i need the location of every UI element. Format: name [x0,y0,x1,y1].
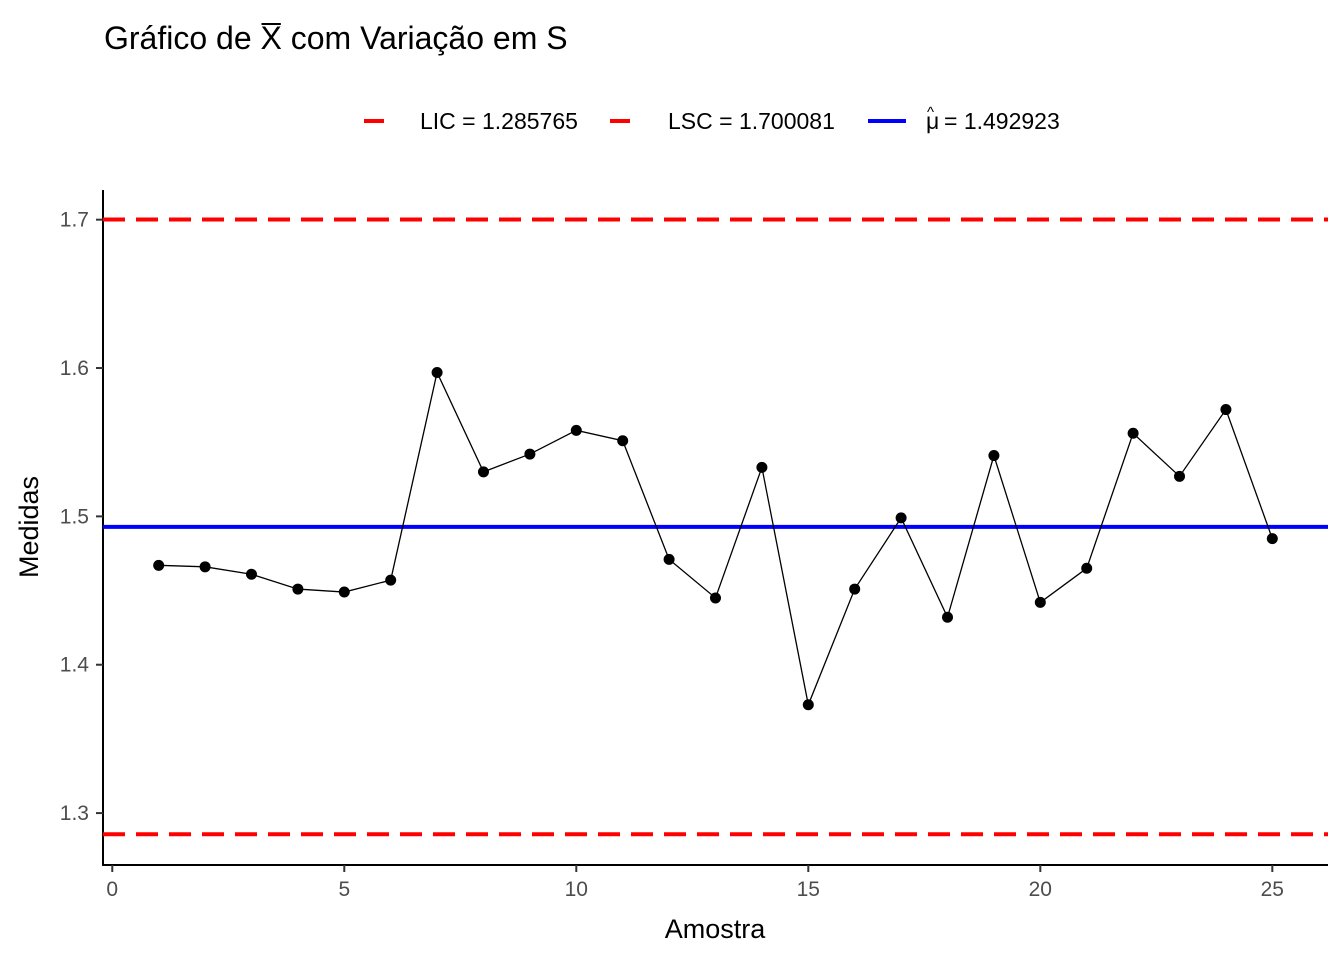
data-point [524,448,536,460]
legend-mu-symbol: μ [926,108,939,134]
data-point [942,611,954,623]
y-tick-label: 1.5 [60,505,89,528]
data-point [1081,562,1093,574]
x-axis-title: Amostra [665,914,767,944]
data-point [245,568,257,580]
legend-label-lsc: LSC = 1.700081 [668,108,835,134]
legend-label-mu: = 1.492923 [944,108,1060,134]
y-axis-ticks: 1.3 1.4 1.5 1.6 1.7 [60,209,103,825]
y-tick-label: 1.4 [60,654,90,677]
data-point [199,561,211,573]
data-point [292,583,304,595]
x-tick-label: 15 [797,878,820,901]
data-series [153,366,1278,711]
data-point [988,450,1000,462]
data-point [477,466,489,478]
chart-title-xbar: X [261,20,282,56]
data-point [756,461,768,473]
data-point [1174,470,1186,482]
x-tick-label: 25 [1261,878,1284,901]
x-tick-label: 0 [106,878,118,901]
data-point [1034,596,1046,608]
x-tick-label: 20 [1029,878,1052,901]
data-point [1266,533,1278,545]
x-tick-label: 5 [338,878,350,901]
data-point [431,366,443,378]
x-axis-ticks: 0 5 10 15 20 25 [106,865,1284,901]
data-point [1220,404,1232,416]
data-point [663,553,675,565]
chart-title-suffix: com Variação em S [282,20,568,56]
y-tick-label: 1.6 [60,357,89,380]
data-point [570,424,582,436]
data-point [338,586,350,598]
data-point [153,559,165,571]
data-point [710,592,721,604]
legend-mu-hat-caret: ^ [927,104,934,121]
data-point [895,512,907,524]
series-line [158,370,1273,708]
legend-label-lic: LIC = 1.285765 [420,108,578,134]
chart-title: Gráfico de X com Variação em S [104,20,568,56]
y-tick-label: 1.7 [60,209,89,232]
data-point [802,699,814,711]
data-point [1127,427,1139,439]
legend: LIC = 1.285765 LSC = 1.700081 ^ μ = 1.49… [364,104,1060,134]
data-point [385,574,397,586]
reference-lines [103,217,1328,837]
data-point [617,435,629,447]
x-tick-label: 10 [565,878,588,901]
chart-title-prefix: Gráfico de [104,20,261,56]
data-point [849,583,861,595]
y-axis-title: Medidas [14,476,44,578]
y-tick-label: 1.3 [60,802,89,825]
